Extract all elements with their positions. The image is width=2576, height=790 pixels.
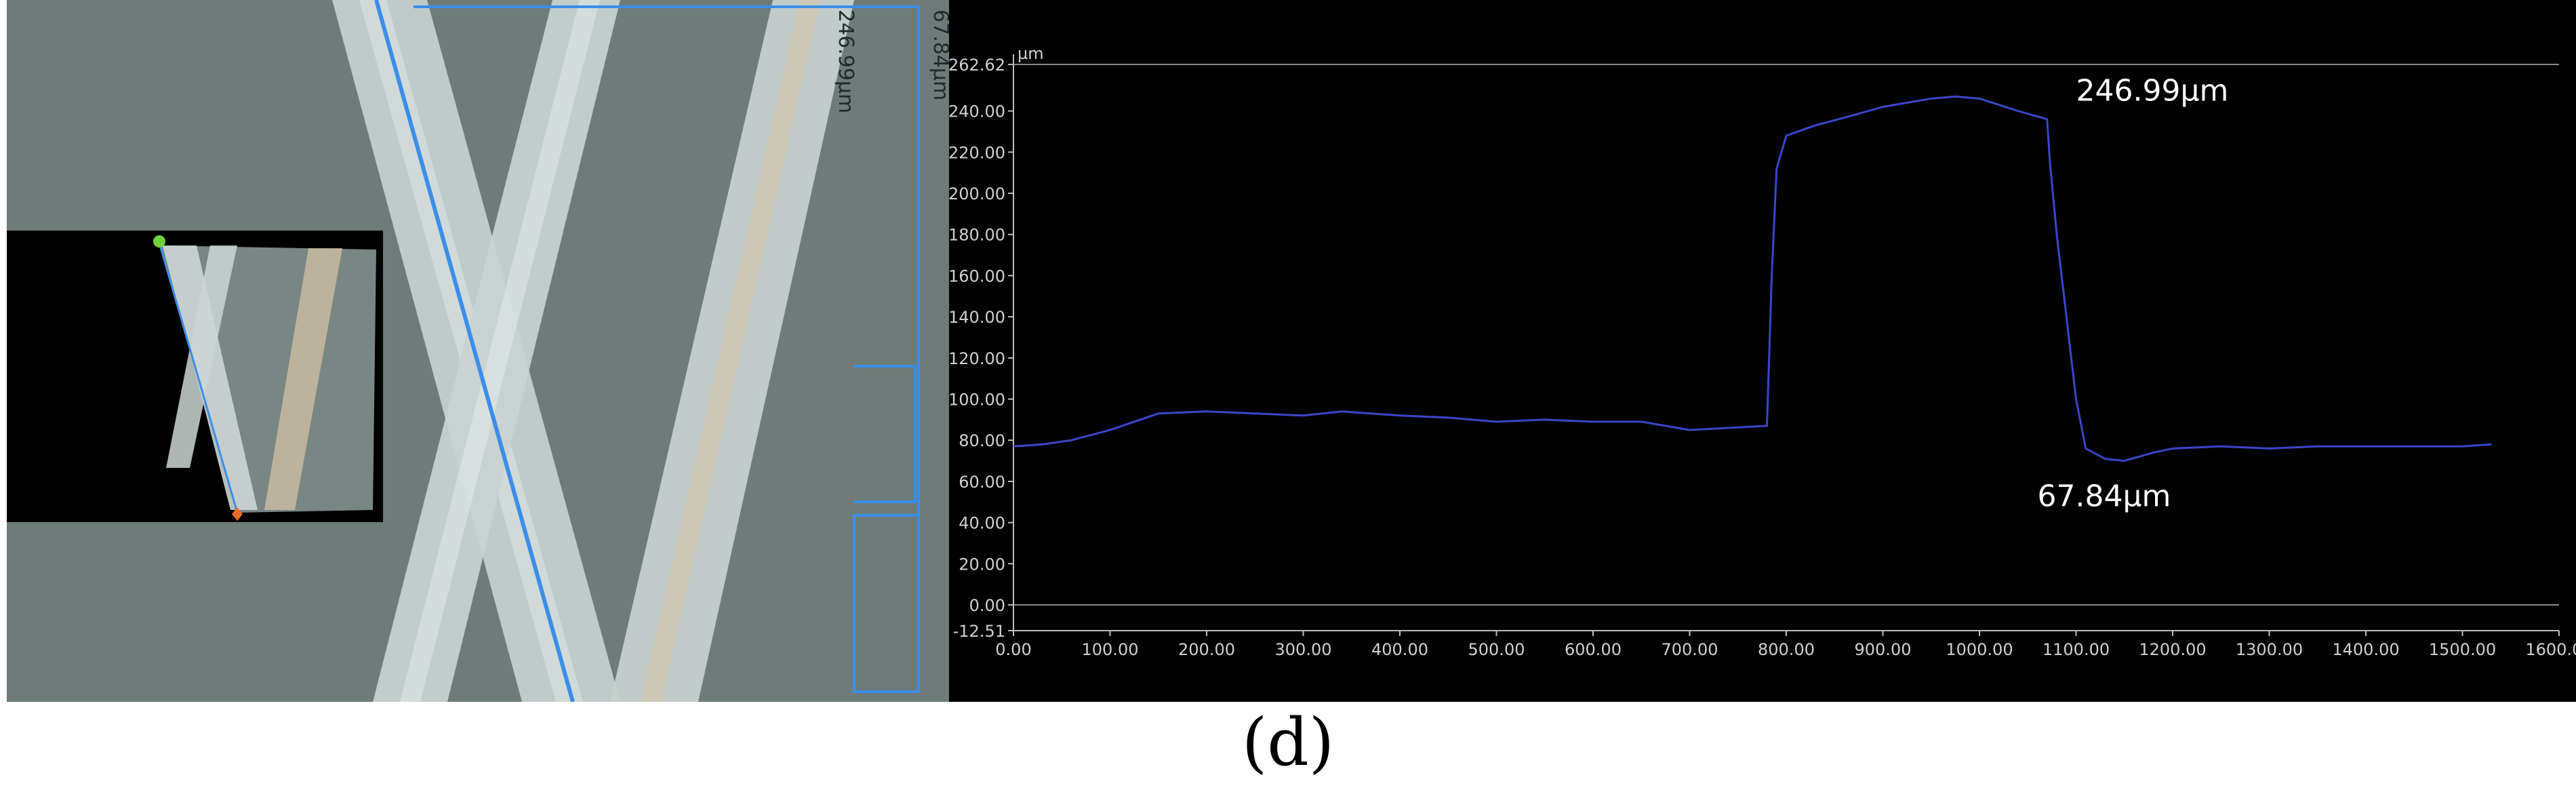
profile-series-line	[1013, 95, 2492, 462]
fiber-highlight	[641, 0, 820, 702]
y-tick-label: 140.00	[949, 308, 1005, 327]
x-tick-label: 600.00	[1565, 640, 1622, 659]
chart-annotations: 246.99µm 67.84µm	[2038, 73, 2229, 513]
x-tick-label: 900.00	[1855, 640, 1912, 659]
x-tick-label: 700.00	[1662, 640, 1718, 659]
start-marker-icon	[153, 235, 165, 248]
y-tick-label: 0.00	[969, 596, 1005, 615]
x-tick-label: 300.00	[1275, 640, 1332, 659]
y-axis-unit-label: µm	[1018, 44, 1044, 63]
x-tick-label: 1600.00	[2525, 640, 2576, 659]
x-tick-label: 100.00	[1082, 640, 1139, 659]
x-tick-label: 200.00	[1178, 640, 1235, 659]
y-tick-label: 20.00	[959, 555, 1005, 574]
inset-fiber	[166, 245, 237, 468]
micrograph-panel: 246.99µm 67.84µm	[7, 0, 949, 702]
x-tick-label: 500.00	[1468, 640, 1525, 659]
y-tick-label: 220.00	[949, 143, 1005, 162]
measure-label-2: 67.84µm	[929, 9, 949, 100]
inset-fiber	[163, 245, 258, 510]
x-tick-label: 1200.00	[2139, 640, 2206, 659]
end-marker-icon	[232, 507, 243, 521]
y-tick-label: 240.00	[949, 102, 1005, 121]
x-tick-label: 800.00	[1758, 640, 1815, 659]
y-tick-label: 120.00	[949, 349, 1005, 368]
y-tick-label: 160.00	[949, 266, 1005, 285]
micrograph-image: 246.99µm 67.84µm	[7, 0, 949, 702]
x-tick-label: 1500.00	[2429, 640, 2496, 659]
y-tick-label: 180.00	[949, 226, 1005, 245]
y-tick-label: 262.62	[949, 56, 1005, 75]
x-tick-label: 1000.00	[1946, 640, 2013, 659]
x-tick-label: 1300.00	[2236, 640, 2303, 659]
inset-overview	[7, 231, 383, 522]
chart-series	[1013, 95, 2492, 462]
y-tick-label: -12.51	[953, 622, 1005, 641]
figure-caption: (d)	[1241, 705, 1335, 781]
x-tick-label: 400.00	[1371, 640, 1428, 659]
fiber-highlight	[400, 0, 600, 702]
y-tick-label: 60.00	[959, 473, 1005, 492]
x-tick-label: 0.00	[995, 640, 1031, 659]
inset-fiber	[264, 248, 342, 510]
y-tick-label: 40.00	[959, 514, 1005, 533]
measure-bracket	[853, 7, 920, 693]
data-annotation: 67.84µm	[2038, 479, 2171, 513]
profile-chart-panel: µm 262.62 240.00 220.00 200.00 180.00 160.00 14…	[949, 0, 2576, 702]
chart-axes: µm 262.62 240.00 220.00 200.00 180.00 160.00 14…	[949, 44, 2576, 659]
profile-trace-outline	[854, 365, 917, 503]
y-tick-label: 200.00	[949, 184, 1005, 203]
x-tick-label: 1100.00	[2042, 640, 2110, 659]
profile-line	[374, 0, 575, 702]
y-tick-label: 80.00	[959, 431, 1005, 450]
inset-profile-line	[158, 242, 239, 513]
y-tick-label: 100.00	[949, 391, 1005, 410]
measure-label-1: 246.99µm	[834, 9, 858, 113]
x-tick-label: 1400.00	[2332, 640, 2399, 659]
profile-chart: µm 262.62 240.00 220.00 200.00 180.00 160.00 14…	[949, 44, 2576, 659]
data-annotation: 246.99µm	[2076, 73, 2229, 108]
